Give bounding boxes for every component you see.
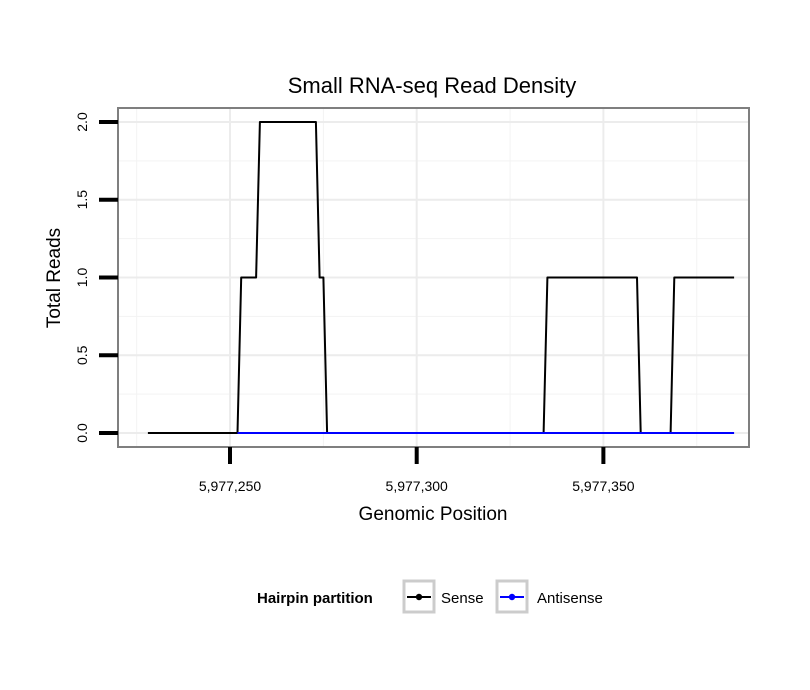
legend-label-antisense: Antisense: [537, 590, 603, 607]
x-axis-ticks: 5,977,250 5,977,300 5,977,350: [199, 447, 635, 494]
y-tick-label: 0.0: [74, 423, 90, 443]
x-axis-title: Genomic Position: [359, 504, 508, 525]
x-tick-label: 5,977,350: [572, 478, 634, 494]
legend: Hairpin partition Sense Antisense: [257, 579, 603, 614]
grid-lines: [118, 108, 749, 447]
plot-series: [147, 121, 735, 434]
x-tick-label: 5,977,250: [199, 478, 261, 494]
legend-point-antisense: [508, 593, 516, 601]
legend-label-sense: Sense: [441, 590, 484, 607]
y-tick-label: 1.0: [74, 268, 90, 288]
x-tick-label: 5,977,300: [386, 478, 448, 494]
y-tick-label: 2.0: [74, 112, 90, 132]
y-tick-label: 1.5: [74, 190, 90, 210]
legend-point-sense: [415, 593, 423, 601]
y-axis-ticks: 0.0 0.5 1.0 1.5 2.0: [74, 112, 118, 443]
chart-title: Small RNA-seq Read Density: [288, 73, 577, 98]
y-tick-label: 0.5: [74, 345, 90, 365]
y-axis-title: Total Reads: [44, 228, 65, 328]
legend-title: Hairpin partition: [257, 590, 373, 607]
